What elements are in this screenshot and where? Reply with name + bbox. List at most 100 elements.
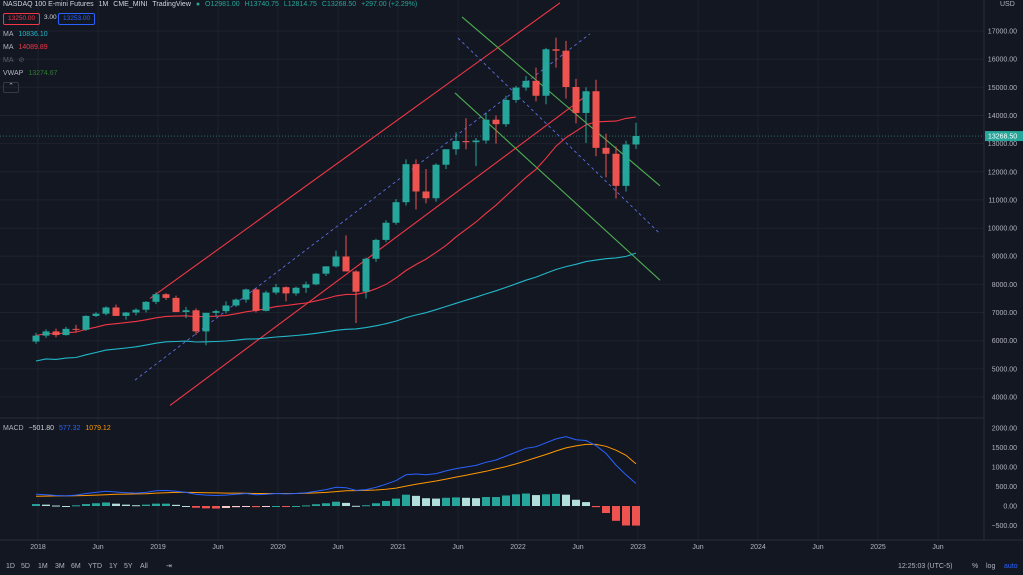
candle-body [212,311,220,313]
macd-hist-bar [142,504,150,506]
candle-body [392,202,400,223]
macd-line [35,436,637,497]
ma-teal-legend[interactable]: MA 10836.10 [3,30,51,40]
dotted-down-mid [457,37,661,235]
tf-5d[interactable]: 5D [21,563,30,570]
clock[interactable]: 12:25:03 (UTC-5) [898,563,953,570]
macd-hist-value: −501.80 [28,425,55,432]
macd-hist-bar [242,506,250,507]
time-tick-label: Jun [932,544,943,551]
symbol-exchange: CME_MINI [113,1,148,8]
ma-red-legend[interactable]: MA 14089.89 [3,43,51,53]
macd-tick-label: 1500.00 [992,445,1017,452]
status-dot-icon: ● [195,1,201,8]
price-tick-label: 9000.00 [992,254,1017,261]
candle-body [152,294,160,302]
tf-6m[interactable]: 6M [71,563,81,570]
macd-hist-bar [62,506,70,507]
ma1-value: 10836.10 [18,31,48,38]
ma-hidden-legend[interactable]: MA ⊘ [3,56,27,66]
macd-hist-bar [462,497,470,506]
macd-hist-bar [102,502,110,506]
tf-all[interactable]: All [140,563,148,570]
macd-hist-bar [592,506,600,508]
macd-hist-bar [452,497,460,506]
candle-body [612,153,620,186]
macd-hist-bar [112,503,120,506]
macd-hist-bar [622,506,630,526]
macd-hist-bar [202,506,210,509]
moving-averages [35,116,637,362]
candle-body [362,258,370,292]
macd-hist-bar [532,495,540,506]
ohlc-low: L12814.75 [283,1,317,8]
log-toggle[interactable]: log [986,563,996,570]
symbol-name[interactable]: NASDAQ 100 E-mini Futures [3,1,94,8]
macd-hist-bar [412,495,420,506]
symbol-interval[interactable]: 1M [98,1,109,8]
time-tick-label: 2022 [510,544,526,551]
macd-line-value: 577.32 [59,425,81,432]
ohlc-close: C13268.50 [321,1,357,8]
tf-1y[interactable]: 1Y [109,563,118,570]
macd-hist-bar [272,506,280,507]
time-tick-label: Jun [92,544,103,551]
candle-body [142,301,150,310]
tf-1d[interactable]: 1D [6,563,15,570]
candle-body [182,310,190,312]
candle-body [82,315,90,330]
macd-hist-bar [322,503,330,506]
candle-body [492,119,500,125]
bottom-toolbar: 1D 5D 1M 3M 6M YTD 1Y 5Y All ⇥ 12:25:03 … [0,558,1023,575]
tf-3m[interactable]: 3M [55,563,65,570]
macd-hist-bar [222,506,230,508]
candle-body [302,284,310,288]
macd-hist-bar [172,504,180,506]
macd-hist-bar [252,506,260,508]
macd-tick-label: 1000.00 [992,465,1017,472]
candle-body [522,80,530,88]
candle-body [202,312,210,332]
macd-label: MACD [3,425,24,432]
candle-body [512,87,520,100]
macd-hist-bar [522,493,530,506]
ma2-label: MA [3,44,14,51]
tf-ytd[interactable]: YTD [88,563,102,570]
time-tick-label: 2023 [630,544,646,551]
tf-1m[interactable]: 1M [38,563,48,570]
time-tick-label: 2025 [870,544,886,551]
buy-button[interactable]: 13253.00 [58,13,96,25]
candle-body [502,99,510,125]
sell-button[interactable]: 13250.00 [3,13,41,25]
symbol-legend: NASDAQ 100 E-mini Futures 1M CME_MINI Tr… [3,0,420,10]
collapse-legend-icon[interactable]: ⌃ [3,82,19,93]
time-tick-label: Jun [212,544,223,551]
price-tick-label: 7000.00 [992,310,1017,317]
candle-body [632,136,640,145]
time-tick-label: Jun [332,544,343,551]
candle-body [622,144,630,186]
tf-5y[interactable]: 5Y [124,563,133,570]
auto-toggle[interactable]: auto [1004,563,1018,570]
price-unit-label: USD [1000,1,1015,8]
candle-body [542,49,550,96]
date-range-icon[interactable]: ⇥ [166,563,172,570]
price-tick-label: 17000.00 [988,29,1017,36]
macd-legend[interactable]: MACD −501.80 577.32 1079.12 [3,424,114,434]
candle-body [532,80,540,96]
candle-body [452,141,460,150]
vwap-legend[interactable]: VWAP 13274.67 [3,69,61,79]
percent-toggle[interactable]: % [972,563,979,570]
candle-body [282,287,290,294]
macd-signal-value: 1079.12 [85,425,111,432]
eye-hidden-icon[interactable]: ⊘ [18,57,25,64]
macd-hist-bar [32,504,40,506]
candle-body [232,299,240,306]
macd-hist-bar [392,498,400,506]
candlestick-series [32,37,640,346]
price-tick-label: 8000.00 [992,282,1017,289]
candle-body [252,289,260,311]
macd-hist-bar [512,494,520,506]
candle-body [172,297,180,312]
